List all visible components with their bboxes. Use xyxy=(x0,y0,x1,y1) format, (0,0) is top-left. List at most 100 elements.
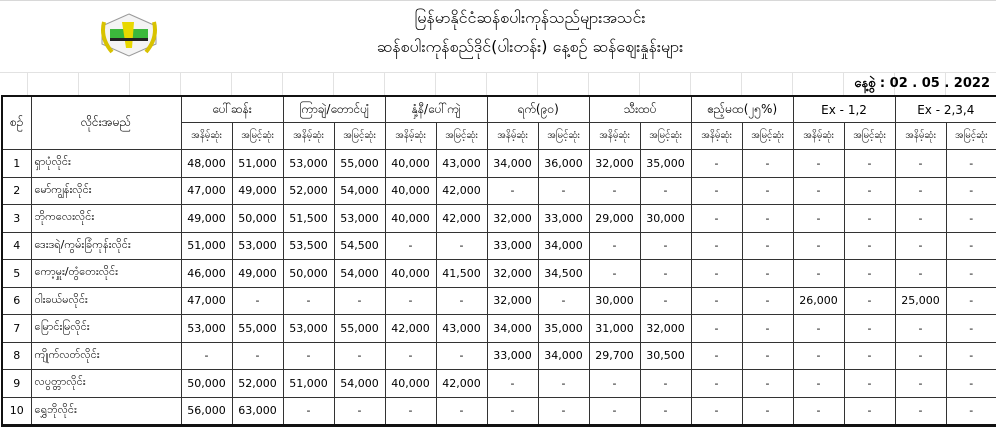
price-low: - xyxy=(792,231,845,260)
price-low: 53,000 xyxy=(282,314,335,343)
price-low: - xyxy=(690,149,743,178)
price-high: 54,500 xyxy=(333,231,386,260)
table-body: 1 ရှာပုံလိုင်း 48,000 51,000 53,000 55,000 40,… xyxy=(1,149,996,427)
price-low: 29,000 xyxy=(588,204,641,233)
price-high: - xyxy=(231,341,284,370)
header-group: ဧည့်မထ(၂၅%) xyxy=(690,95,794,123)
price-low: - xyxy=(282,341,335,370)
price-low: 32,000 xyxy=(486,204,539,233)
header-group: ပေါ်ဆန်း xyxy=(180,95,284,123)
price-high: 63,000 xyxy=(231,396,284,427)
price-low: - xyxy=(486,369,539,398)
table-row: 4 ဒေးဒရဲ/ကွမ်းခြံကုန်းလိုင်း 51,000 53,000 5… xyxy=(1,231,996,260)
price-low: - xyxy=(894,369,947,398)
header-group: Ex - 1,2 xyxy=(792,95,896,123)
price-high: - xyxy=(741,259,794,288)
price-low: - xyxy=(894,231,947,260)
page-title: မြန်မာနိုင်ငံဆန်စပါးကုန်သည်များအသင်း xyxy=(414,8,646,27)
price-low: 48,000 xyxy=(180,149,233,178)
price-high: - xyxy=(945,286,996,315)
price-high: - xyxy=(537,176,590,205)
price-high: - xyxy=(333,396,386,427)
price-low: 50,000 xyxy=(282,259,335,288)
price-low: 49,000 xyxy=(180,204,233,233)
price-high: - xyxy=(537,286,590,315)
price-low: - xyxy=(792,204,845,233)
row-number: 10 xyxy=(1,396,32,427)
price-high: 52,000 xyxy=(231,369,284,398)
price-high: 51,000 xyxy=(231,149,284,178)
price-high: - xyxy=(843,396,896,427)
price-high: - xyxy=(843,259,896,288)
sheet-gridline xyxy=(0,72,996,73)
table-row: 8 ကျိုက်လတ်လိုင်း - - - - - -33,000 34,000 29,700… xyxy=(1,341,996,370)
price-high: - xyxy=(945,231,996,260)
page-subtitle: ဆန်စပါးကုန်စည်ဒိုင်(ပါးတန်း) နေ့စဉ် ဆန်ဈ… xyxy=(376,37,684,56)
price-high: - xyxy=(843,369,896,398)
price-low: - xyxy=(588,396,641,427)
price-low: - xyxy=(690,341,743,370)
table-row: 6 ဝါးခယ်မလိုင်း 47,000- - - - -32,000-30,000- -… xyxy=(1,286,996,315)
price-high: - xyxy=(843,149,896,178)
price-low: - xyxy=(792,314,845,343)
price-low: - xyxy=(690,231,743,260)
price-low: - xyxy=(792,369,845,398)
price-low: - xyxy=(894,176,947,205)
price-low: - xyxy=(588,231,641,260)
price-low: - xyxy=(690,176,743,205)
header-no: စဉ် xyxy=(1,95,32,150)
price-high: - xyxy=(741,176,794,205)
price-low: 32,000 xyxy=(486,259,539,288)
header-lowest: အနိမ့်ဆုံး xyxy=(588,122,641,150)
price-high: - xyxy=(639,259,692,288)
price-high: - xyxy=(435,286,488,315)
price-high: - xyxy=(945,396,996,427)
price-low: - xyxy=(384,341,437,370)
price-high: - xyxy=(741,149,794,178)
price-low: - xyxy=(894,259,947,288)
price-low: - xyxy=(384,396,437,427)
price-low: 25,000 xyxy=(894,286,947,315)
report-date: နေ့စွဲ : 02 . 05 . 2022 xyxy=(854,75,990,94)
sheet-gridlines xyxy=(0,0,996,96)
price-high: 49,000 xyxy=(231,176,284,205)
price-high: - xyxy=(639,369,692,398)
price-high: 33,000 xyxy=(537,204,590,233)
price-low: 51,000 xyxy=(180,231,233,260)
price-high: - xyxy=(945,204,996,233)
line-name: မော်ကျွန်းလိုင်း xyxy=(30,176,182,205)
row-number: 5 xyxy=(1,259,32,288)
price-low: - xyxy=(690,204,743,233)
price-high: - xyxy=(741,369,794,398)
price-low: - xyxy=(690,259,743,288)
price-high: 35,000 xyxy=(639,149,692,178)
price-high: - xyxy=(843,176,896,205)
price-low: - xyxy=(486,176,539,205)
group-header-row: စဉ် လိုင်းအမည် ပေါ်ဆန်း ကြာချဲ/တောင်ပျံ … xyxy=(1,95,996,150)
price-high: - xyxy=(639,176,692,205)
header-lowest: အနိမ့်ဆုံး xyxy=(486,122,539,150)
price-high: - xyxy=(639,231,692,260)
header-highest: အမြင့်ဆုံး xyxy=(435,122,488,150)
price-low: 29,700 xyxy=(588,341,641,370)
price-high: - xyxy=(435,396,488,427)
price-high: - xyxy=(435,341,488,370)
price-high: 35,000 xyxy=(537,314,590,343)
header-highest: အမြင့်ဆုံး xyxy=(333,122,386,150)
header-highest: အမြင့်ဆုံး xyxy=(741,122,794,150)
price-low: - xyxy=(588,176,641,205)
price-high: 54,000 xyxy=(333,259,386,288)
row-number: 4 xyxy=(1,231,32,260)
price-low: - xyxy=(894,204,947,233)
price-high: - xyxy=(741,231,794,260)
price-low: - xyxy=(894,341,947,370)
row-number: 6 xyxy=(1,286,32,315)
price-low: - xyxy=(792,341,845,370)
price-high: - xyxy=(843,231,896,260)
price-low: - xyxy=(588,369,641,398)
line-name: ဘိုကလေးလိုင်း xyxy=(30,204,182,233)
rice-price-table: စဉ် လိုင်းအမည် ပေါ်ဆန်း ကြာချဲ/တောင်ပျံ … xyxy=(1,95,996,427)
price-high: - xyxy=(231,286,284,315)
price-high: - xyxy=(639,396,692,427)
price-low: 40,000 xyxy=(384,149,437,178)
